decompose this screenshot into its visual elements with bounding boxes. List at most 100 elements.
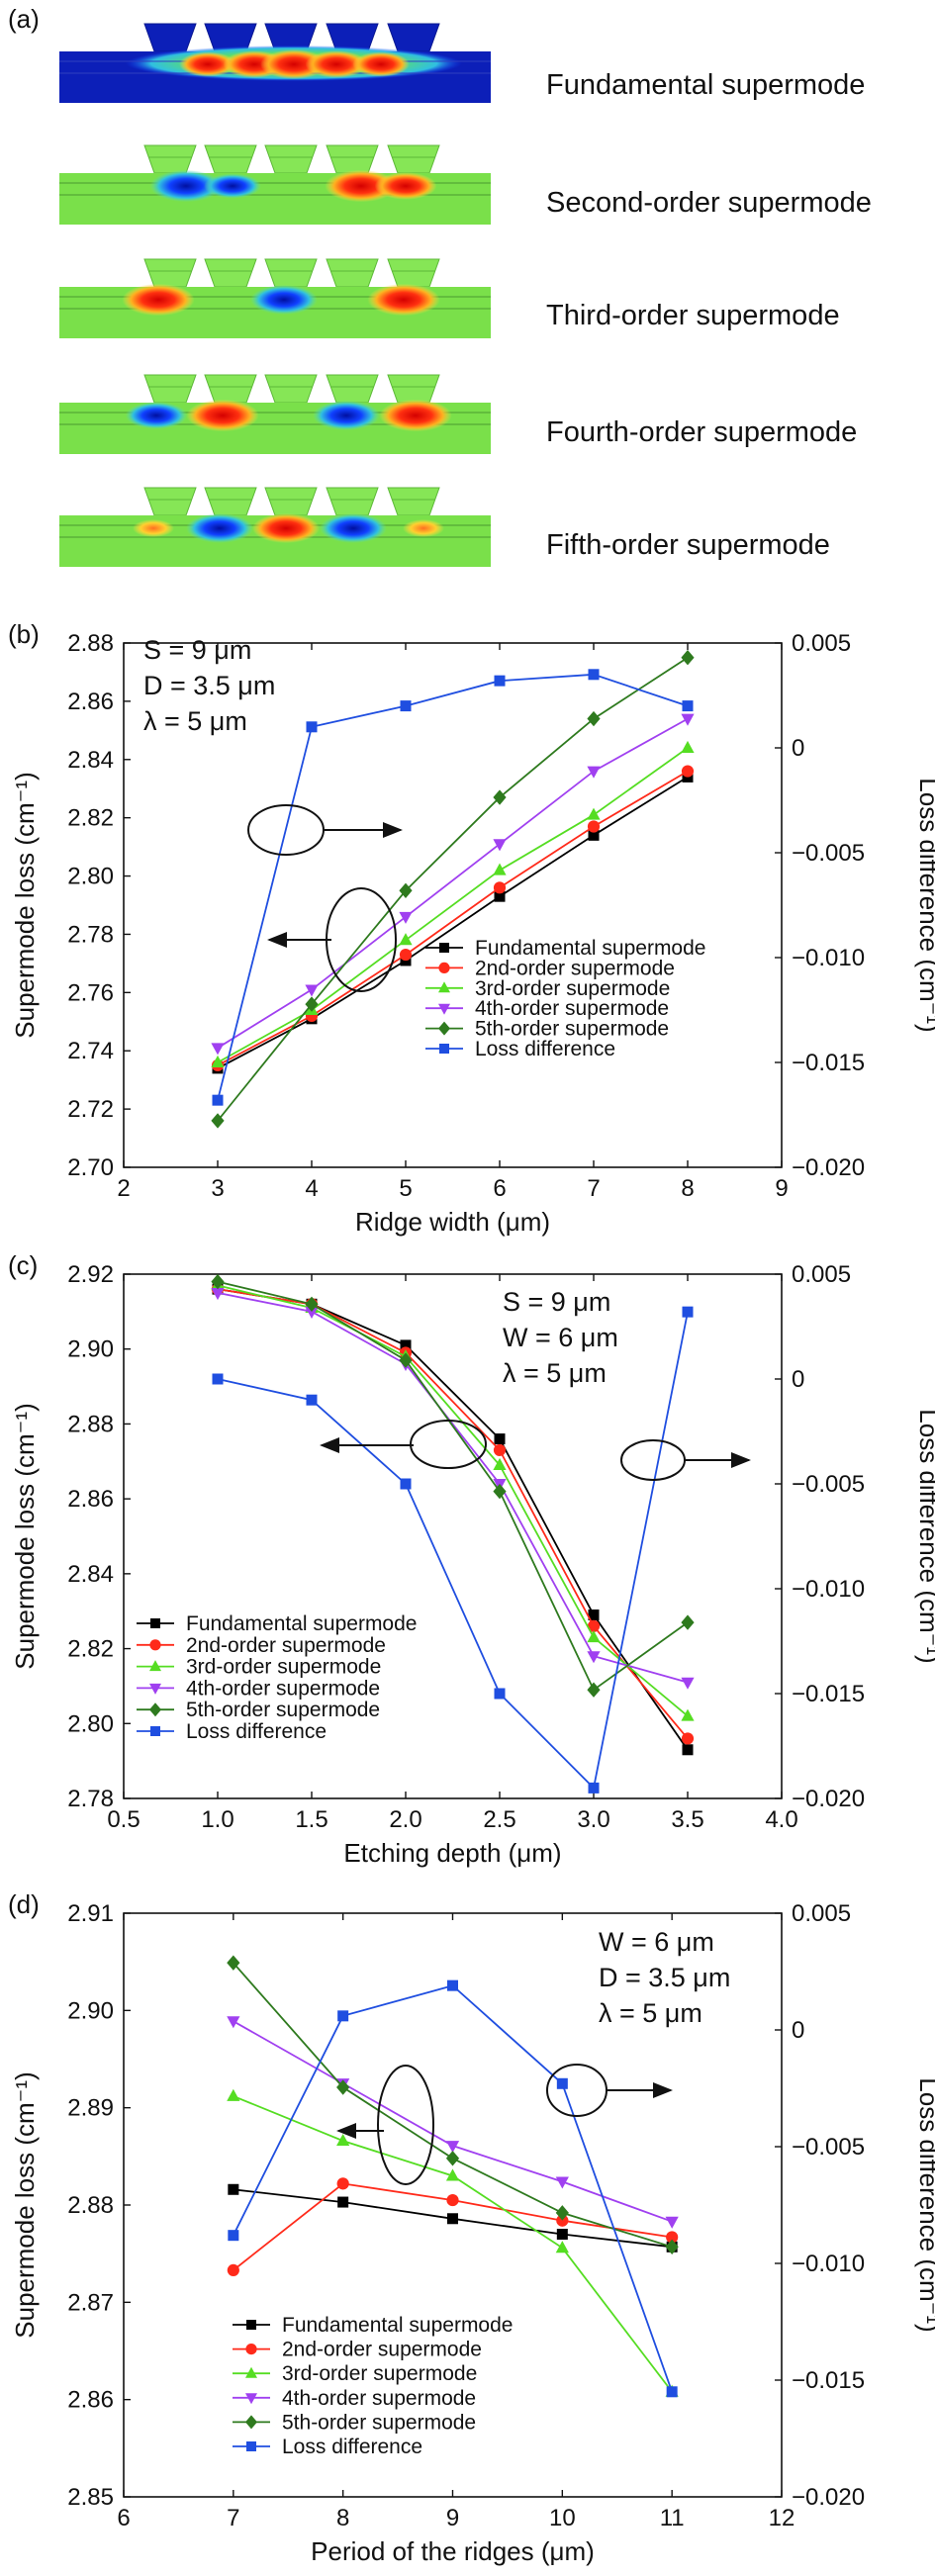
chart-b-data-point — [212, 1094, 224, 1106]
chart-c-series-line — [217, 1280, 689, 1692]
chart-d-legend-marker — [245, 2366, 257, 2378]
chart-b-data-point — [305, 984, 319, 997]
chart-d-x-axis-label: Period of the ridges (μm) — [311, 2536, 595, 2566]
left-axis-ellipse — [377, 2065, 434, 2185]
chart-b-legend-entry: Loss difference — [475, 1038, 615, 1060]
chart-d-data-point — [446, 2193, 459, 2207]
chart-d-ridge-period: (d) 6 7 8 9 10 11 12 2.85 2.86 2.87 2.88 2.89 2.90 2.… — [8, 1889, 935, 2566]
chart-d-y-tick-label: 2.91 — [67, 1900, 114, 1927]
chart-d-x-tick-label: 9 — [446, 2505, 459, 2531]
chart-b-y-tick-label: 2.70 — [67, 1154, 114, 1181]
chart-b-x-tick-label: 4 — [305, 1175, 318, 1202]
chart-c-parameter-text: λ = 5 μm — [503, 1358, 607, 1388]
left-axis-ellipse — [410, 1420, 487, 1469]
chart-c-data-point — [588, 1610, 600, 1620]
chart-b-series-line — [217, 776, 689, 1069]
chart-b-data-point — [587, 807, 601, 820]
chart-c-data-point — [587, 1682, 601, 1698]
chart-c-series-line — [217, 1312, 689, 1791]
chart-b-data-point — [681, 713, 695, 726]
chart-d-legend-marker — [245, 2415, 257, 2430]
chart-c-data-point — [494, 1433, 506, 1445]
chart-d-y2-tick-label: −0.010 — [792, 2251, 865, 2277]
chart-b-series-6 — [212, 669, 694, 1106]
chart-b-y-tick-label: 2.76 — [67, 979, 114, 1006]
chart-b-data-point — [587, 766, 601, 779]
chart-c-data-point — [493, 1443, 507, 1457]
chart-d-legend-entry: 2nd-order supermode — [282, 2339, 482, 2361]
chart-b-series-3 — [211, 740, 695, 1067]
chart-c-data-point — [400, 1478, 412, 1490]
chart-b-legend-entry: 4th-order supermode — [475, 997, 669, 1020]
chart-c-legend-marker — [149, 1639, 161, 1651]
chart-b-y-axis-label: Supermode loss (cm⁻¹) — [10, 772, 40, 1038]
chart-b-y-tick-label: 2.88 — [67, 630, 114, 657]
chart-b-data-point — [494, 890, 506, 902]
chart-d-data-point — [336, 2133, 350, 2147]
chart-d-y-tick-label: 2.89 — [67, 2095, 114, 2122]
chart-c-data-point — [400, 1339, 412, 1351]
chart-d-letter: (d) — [8, 1889, 40, 1919]
chart-c-etching-depth: (c) 0.5 1.0 1.5 2.0 2.5 3.0 3.5 4.0 2.78 2.80 2.82… — [8, 1250, 935, 1868]
chart-d-x-tick-label: 12 — [769, 2505, 795, 2531]
chart-c-data-point — [212, 1373, 224, 1385]
chart-b-legend-entry: 3rd-order supermode — [475, 977, 670, 1000]
chart-b-parameter-text: S = 9 μm — [143, 635, 251, 665]
mode-profile-1 — [59, 23, 491, 103]
chart-c-y-tick-label: 2.92 — [67, 1261, 114, 1288]
chart-c-y-tick-label: 2.82 — [67, 1636, 114, 1663]
chart-d-y-tick-label: 2.88 — [67, 2192, 114, 2219]
chart-d-data-point — [445, 2151, 460, 2166]
chart-d-legend-marker — [246, 2320, 256, 2330]
mode-label-third-order: Third-order supermode — [546, 300, 840, 331]
panel-a-letter: (a) — [8, 4, 40, 34]
chart-d-data-point — [665, 2239, 679, 2254]
chart-b-data-point — [493, 839, 507, 852]
chart-c-data-point — [682, 1744, 694, 1756]
chart-d-data-point — [337, 2010, 349, 2022]
chart-d-legend-entry: 3rd-order supermode — [282, 2362, 477, 2385]
chart-d-y2-axis-label: Loss difference (cm⁻¹) — [914, 2077, 935, 2332]
chart-c-legend-entry: 5th-order supermode — [186, 1699, 380, 1721]
chart-b-legend-marker — [438, 962, 450, 973]
chart-d-data-point — [555, 2176, 569, 2189]
chart-c-parameter-text: S = 9 μm — [503, 1287, 610, 1317]
chart-b-x-tick-label: 5 — [399, 1175, 412, 1202]
chart-b-legend-marker — [438, 1021, 450, 1036]
chart-b-data-point — [306, 721, 318, 733]
chart-d-legend-entry: Fundamental supermode — [282, 2314, 513, 2337]
chart-c-data-point — [211, 1287, 225, 1301]
chart-b-y2-tick-label: −0.010 — [792, 945, 865, 971]
chart-b-data-point — [305, 996, 319, 1012]
chart-d-y2-tick-label: −0.015 — [792, 2367, 865, 2394]
chart-b-y-tick-label: 2.82 — [67, 805, 114, 832]
chart-b-x-axis-label: Ridge width (μm) — [355, 1207, 550, 1237]
chart-d-parameter-text: D = 3.5 μm — [599, 1963, 730, 1992]
chart-d-x-tick-label: 7 — [227, 2505, 239, 2531]
chart-d-y2-tick-label: −0.020 — [792, 2484, 865, 2511]
chart-b-data-point — [587, 820, 601, 833]
chart-c-data-point — [681, 1732, 695, 1745]
chart-b-y2-tick-label: 0 — [792, 735, 804, 762]
chart-d-y-tick-label: 2.90 — [67, 1997, 114, 2024]
chart-b-data-point — [400, 700, 412, 712]
chart-c-parameter-text: W = 6 μm — [503, 1323, 618, 1352]
chart-c-y2-axis-label: Loss difference (cm⁻¹) — [914, 1409, 935, 1663]
chart-b-y2-tick-label: −0.005 — [792, 840, 865, 867]
chart-d-data-point — [445, 2141, 460, 2154]
chart-c-data-point — [493, 1483, 507, 1500]
chart-c-x-tick-label: 2.5 — [483, 1806, 515, 1833]
chart-c-legend-marker — [150, 1726, 160, 1736]
chart-b-series-line — [217, 747, 689, 1063]
chart-c-series-line — [217, 1292, 689, 1684]
chart-c-data-point — [587, 1619, 601, 1632]
chart-b-data-point — [587, 710, 601, 727]
chart-b-data-point — [681, 765, 695, 778]
chart-d-y2-tick-label: 0 — [792, 2017, 804, 2044]
left-axis-ellipse — [326, 887, 397, 992]
mode-label-second-order: Second-order supermode — [546, 187, 872, 219]
panel-a-mode-profiles: (a) — [0, 0, 935, 594]
chart-c-series-3 — [211, 1278, 695, 1721]
